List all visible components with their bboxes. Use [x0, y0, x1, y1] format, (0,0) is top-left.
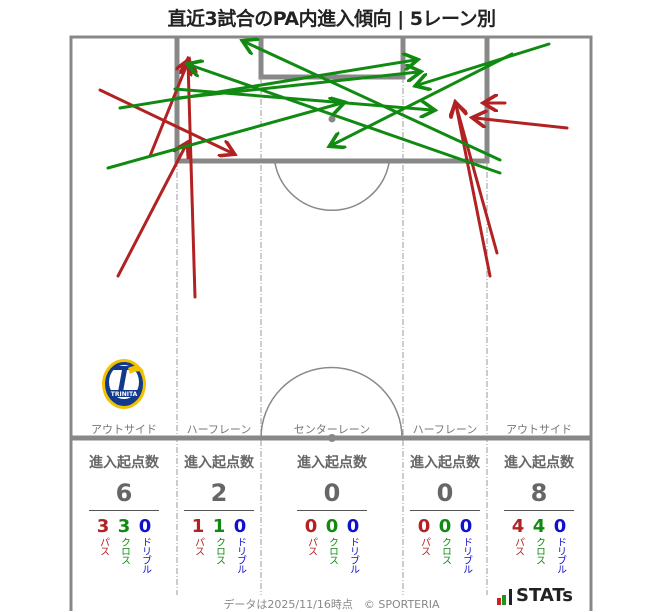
cross-count: 3 — [117, 516, 131, 537]
pass-count: 0 — [304, 516, 318, 537]
cross-label: クロス — [118, 537, 130, 564]
lane-stats-center: 進入起点数 0 0 パス 0 クロス 0 ドリブル — [261, 452, 403, 573]
pass-arrow — [148, 62, 188, 158]
cross-count: 1 — [212, 516, 226, 537]
divider — [297, 510, 367, 511]
stats-brand-logo: STATs — [497, 587, 573, 605]
dribble-count: 0 — [553, 516, 567, 537]
stats-total: 0 — [323, 479, 341, 507]
cross-label: クロス — [533, 537, 545, 564]
lane-label-halfspace-right: ハーフレーン — [412, 423, 478, 436]
penalty-spot — [328, 115, 336, 123]
pass-arrow — [98, 88, 232, 153]
divider — [89, 510, 159, 511]
dribble-label: ドリブル — [347, 537, 359, 573]
lane-label-outside-right: アウトサイド — [506, 423, 572, 436]
dribble-label: ドリブル — [554, 537, 566, 573]
pass-arrow — [188, 62, 195, 299]
cross-arrow — [190, 65, 502, 175]
lane-stats-halfspace-left: 進入起点数 2 1 パス 1 クロス 0 ドリブル — [177, 452, 261, 573]
stats-total: 0 — [436, 479, 454, 507]
pass-label: パス — [192, 537, 204, 555]
dribble-label: ドリブル — [460, 537, 472, 573]
dribble-label: ドリブル — [139, 537, 151, 573]
svg-text:TRINITA: TRINITA — [111, 391, 138, 398]
stats-header: 進入起点数 — [89, 455, 159, 471]
field-border — [69, 35, 593, 611]
goal-area — [258, 37, 406, 80]
cross-count: 0 — [325, 516, 339, 537]
cross-arrow — [332, 52, 514, 145]
dribble-count: 0 — [346, 516, 360, 537]
pass-label: パス — [418, 537, 430, 555]
pass-count: 4 — [511, 516, 525, 537]
cross-count: 4 — [532, 516, 546, 537]
pass-arrow — [456, 105, 492, 278]
dribble-count: 0 — [459, 516, 473, 537]
divider — [504, 510, 574, 511]
cross-label: クロス — [326, 537, 338, 564]
data-date-footer: データは2025/11/16時点 © SPORTERIA — [223, 598, 440, 611]
cross-arrow — [418, 42, 551, 85]
dribble-count: 0 — [233, 516, 247, 537]
cross-label: クロス — [213, 537, 225, 564]
center-circle — [260, 366, 403, 439]
pass-count: 1 — [191, 516, 205, 537]
divider — [410, 510, 480, 511]
stats-header: 進入起点数 — [184, 455, 254, 471]
pass-count: 3 — [96, 516, 110, 537]
brand-text: STATs — [516, 585, 573, 606]
cross-arrow — [245, 42, 502, 162]
bar-chart-icon — [497, 589, 512, 605]
pass-arrow — [116, 145, 186, 278]
cross-label: クロス — [439, 537, 451, 564]
penalty-arc — [274, 162, 390, 212]
center-spot — [328, 434, 336, 442]
cross-arrow — [106, 103, 342, 170]
lane-stats-halfspace-right: 進入起点数 0 0 パス 0 クロス 0 ドリブル — [403, 452, 487, 573]
stats-header: 進入起点数 — [297, 455, 367, 471]
dribble-count: 0 — [138, 516, 152, 537]
lane-label-halfspace-left: ハーフレーン — [186, 423, 252, 436]
entry-arrows — [98, 42, 569, 299]
pass-label: パス — [305, 537, 317, 555]
penalty-area — [174, 37, 490, 164]
stats-header: 進入起点数 — [410, 455, 480, 471]
stats-total: 2 — [210, 479, 228, 507]
stats-total: 8 — [530, 479, 548, 507]
cross-count: 0 — [438, 516, 452, 537]
pass-arrow — [456, 105, 499, 255]
team-logo: TRINITA — [102, 359, 146, 409]
stats-total: 6 — [115, 479, 133, 507]
pass-label: パス — [512, 537, 524, 555]
pass-count: 0 — [417, 516, 431, 537]
lane-dividers — [176, 77, 488, 595]
stats-header: 進入起点数 — [504, 455, 574, 471]
lane-label-center: センターレーン — [293, 423, 371, 436]
cross-arrow — [173, 87, 432, 110]
pass-label: パス — [97, 537, 109, 555]
divider — [184, 510, 254, 511]
lane-stats-outside-left: 進入起点数 6 3 パス 3 クロス 0 ドリブル — [71, 452, 177, 573]
chart-title: 直近3試合のPA内進入傾向 | 5レーン別 — [167, 8, 496, 30]
cross-arrow — [118, 60, 415, 110]
pass-arrow — [475, 118, 569, 130]
lane-stats-outside-right: 進入起点数 8 4 パス 4 クロス 0 ドリブル — [487, 452, 591, 573]
lane-label-outside-left: アウトサイド — [91, 423, 157, 436]
dribble-label: ドリブル — [234, 537, 246, 573]
